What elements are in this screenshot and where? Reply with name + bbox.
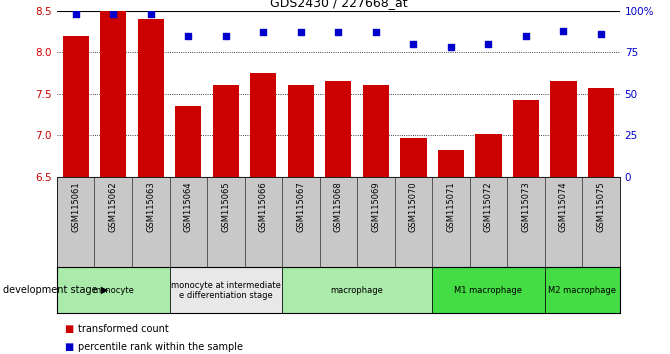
- Text: GSM115063: GSM115063: [146, 182, 155, 232]
- Text: GSM115062: GSM115062: [109, 182, 118, 232]
- Text: GSM115065: GSM115065: [221, 182, 230, 232]
- Point: [521, 33, 531, 39]
- Text: M1 macrophage: M1 macrophage: [454, 286, 523, 295]
- Bar: [282, 267, 432, 313]
- Text: GSM115069: GSM115069: [371, 182, 381, 232]
- Bar: [438, 150, 464, 177]
- Point: [220, 33, 231, 39]
- Bar: [550, 81, 577, 177]
- Point: [446, 44, 456, 50]
- Bar: [100, 11, 127, 177]
- Text: M2 macrophage: M2 macrophage: [548, 286, 616, 295]
- Text: transformed count: transformed count: [78, 324, 169, 334]
- Text: GSM115072: GSM115072: [484, 182, 493, 232]
- Point: [408, 41, 419, 47]
- Bar: [175, 106, 202, 177]
- Text: percentile rank within the sample: percentile rank within the sample: [78, 342, 243, 352]
- Text: GSM115068: GSM115068: [334, 182, 343, 232]
- Text: macrophage: macrophage: [331, 286, 383, 295]
- Text: GSM115066: GSM115066: [259, 182, 268, 232]
- Text: GSM115075: GSM115075: [596, 182, 606, 232]
- Bar: [545, 267, 620, 313]
- Point: [333, 29, 344, 35]
- Bar: [287, 86, 314, 177]
- Point: [258, 29, 269, 35]
- Text: GSM115067: GSM115067: [296, 182, 306, 232]
- Bar: [475, 134, 502, 177]
- Text: ■: ■: [64, 342, 73, 352]
- Text: ■: ■: [64, 324, 73, 334]
- Text: monocyte: monocyte: [92, 286, 134, 295]
- Text: GSM115071: GSM115071: [446, 182, 456, 232]
- Bar: [57, 267, 170, 313]
- Point: [558, 28, 569, 33]
- Point: [145, 11, 156, 17]
- Bar: [62, 36, 89, 177]
- Point: [596, 31, 606, 37]
- Text: GSM115061: GSM115061: [71, 182, 80, 232]
- Text: GSM115073: GSM115073: [521, 182, 531, 232]
- Text: GSM115074: GSM115074: [559, 182, 568, 232]
- Title: GDS2430 / 227668_at: GDS2430 / 227668_at: [269, 0, 407, 10]
- Text: monocyte at intermediate
e differentiation stage: monocyte at intermediate e differentiati…: [171, 281, 281, 300]
- Bar: [170, 267, 282, 313]
- Bar: [212, 86, 239, 177]
- Bar: [137, 19, 164, 177]
- Bar: [432, 267, 545, 313]
- Bar: [250, 73, 277, 177]
- Point: [295, 29, 306, 35]
- Text: GSM115064: GSM115064: [184, 182, 193, 232]
- Point: [70, 11, 81, 17]
- Text: development stage ▶: development stage ▶: [3, 285, 109, 295]
- Point: [371, 29, 381, 35]
- Bar: [325, 81, 352, 177]
- Point: [483, 41, 494, 47]
- Bar: [362, 86, 389, 177]
- Text: GSM115070: GSM115070: [409, 182, 418, 232]
- Bar: [588, 88, 614, 177]
- Point: [108, 11, 119, 17]
- Bar: [400, 138, 427, 177]
- Bar: [513, 101, 539, 177]
- Point: [183, 33, 194, 39]
